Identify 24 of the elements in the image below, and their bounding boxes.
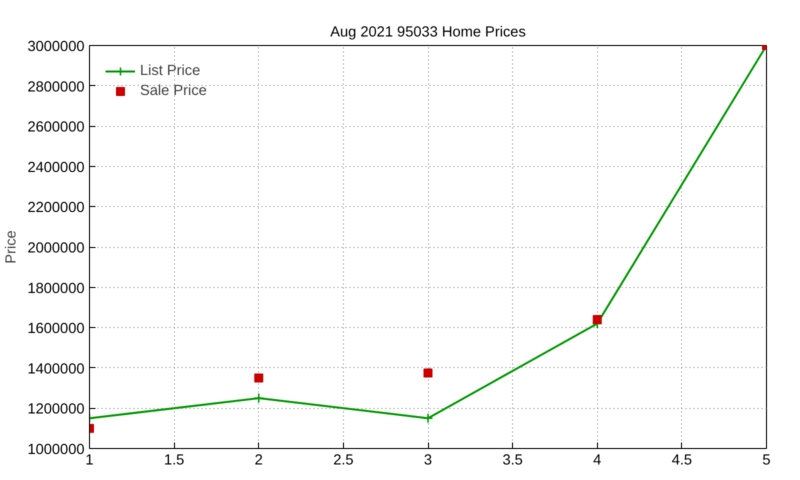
y-tick-label: 2600000 — [27, 120, 85, 136]
x-tick-label: 1.5 — [164, 452, 184, 468]
y-tick-label: 3000000 — [27, 39, 85, 55]
chart-title: Aug 2021 95033 Home Prices — [330, 24, 526, 40]
x-tick-label: 4.5 — [672, 452, 692, 468]
legend-label: Sale Price — [140, 83, 207, 99]
y-tick-label: 2400000 — [27, 160, 85, 176]
y-tick-label: 1200000 — [27, 402, 85, 418]
y-tick-label: 2000000 — [27, 240, 85, 256]
x-tick-label: 2.5 — [333, 452, 354, 468]
y-tick-label: 1800000 — [27, 280, 85, 297]
legend-label: List Price — [140, 63, 200, 79]
y-tick-label: 1600000 — [27, 321, 85, 338]
y-tick-label: 1400000 — [27, 361, 85, 378]
y-tick-label: 2200000 — [27, 200, 85, 216]
y-tick-label: 1000000 — [27, 442, 85, 458]
x-tick-label: 3 — [424, 452, 432, 468]
x-tick-label: 5 — [762, 452, 771, 468]
y-tick-label: 2800000 — [27, 79, 85, 96]
x-tick-label: 4 — [593, 452, 602, 468]
x-tick-label: 2 — [254, 452, 263, 468]
x-tick-label: 3.5 — [502, 452, 523, 468]
x-tick-label: 1 — [85, 452, 94, 468]
y-axis-title: Price — [3, 230, 20, 264]
